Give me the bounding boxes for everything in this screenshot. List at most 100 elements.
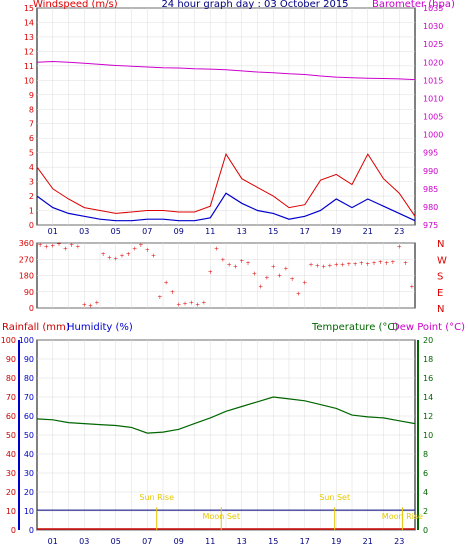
direction-point: + bbox=[296, 291, 301, 298]
humidity-tick: 10 bbox=[24, 507, 34, 516]
direction-point: + bbox=[239, 258, 244, 265]
windspeed-tick: 5 bbox=[29, 149, 34, 158]
windspeed-tick: 9 bbox=[29, 91, 34, 100]
x-tick-label: 09 bbox=[174, 227, 184, 236]
windspeed-tick: 2 bbox=[29, 192, 34, 201]
direction-point: + bbox=[170, 289, 175, 296]
direction-point: + bbox=[138, 242, 143, 249]
direction-point: + bbox=[264, 274, 269, 281]
barometer-tick: 1035 bbox=[423, 4, 443, 13]
direction-point: + bbox=[271, 263, 276, 270]
direction-point: + bbox=[88, 302, 93, 309]
x-tick-label: 21 bbox=[363, 537, 373, 546]
barometer-tick: 980 bbox=[423, 203, 438, 212]
x-tick-label: 03 bbox=[79, 227, 89, 236]
humidity-tick: 50 bbox=[24, 431, 34, 440]
windspeed-tick: 15 bbox=[24, 4, 34, 13]
rainfall-tick: 30 bbox=[6, 469, 16, 478]
direction-point: + bbox=[227, 262, 232, 269]
barometer-tick: 1025 bbox=[423, 40, 443, 49]
x-tick-label: 13 bbox=[237, 537, 247, 546]
windspeed-tick: 3 bbox=[29, 178, 34, 187]
event-label: Sun Rise bbox=[139, 493, 174, 502]
humidity-tick: 40 bbox=[24, 450, 34, 459]
direction-point: + bbox=[252, 271, 257, 278]
gust-line bbox=[36, 152, 416, 217]
direction-point: + bbox=[75, 244, 80, 251]
direction-tick: 270 bbox=[19, 255, 34, 264]
direction-point: + bbox=[277, 273, 282, 280]
x-tick-label: 05 bbox=[111, 537, 121, 546]
humidity-tick: 0 bbox=[29, 526, 34, 535]
rainfall-tick: 80 bbox=[6, 374, 16, 383]
compass-label: N bbox=[437, 239, 444, 250]
windspeed-tick: 12 bbox=[24, 47, 34, 56]
barometer-line bbox=[36, 60, 416, 81]
direction-point: + bbox=[283, 265, 288, 272]
windspeed-tick: 1 bbox=[29, 207, 34, 216]
event-label: Moon Set bbox=[203, 512, 240, 521]
x-tick-label: 11 bbox=[205, 227, 215, 236]
direction-point: + bbox=[69, 242, 74, 249]
direction-tick: 90 bbox=[24, 288, 34, 297]
x-tick-label: 23 bbox=[394, 227, 404, 236]
direction-point: + bbox=[290, 276, 295, 283]
humidity-tick: 80 bbox=[24, 374, 34, 383]
direction-point: + bbox=[403, 260, 408, 267]
direction-point: + bbox=[315, 263, 320, 270]
direction-point: + bbox=[63, 245, 68, 252]
direction-point: + bbox=[346, 261, 351, 268]
x-tick-label: 09 bbox=[174, 537, 184, 546]
direction-point: + bbox=[258, 283, 263, 290]
barometer-tick: 1000 bbox=[423, 131, 443, 140]
x-tick-label: 07 bbox=[142, 537, 152, 546]
windspeed-tick: 8 bbox=[29, 105, 34, 114]
windspeed-tick: 4 bbox=[29, 163, 34, 172]
x-tick-label: 15 bbox=[268, 227, 278, 236]
x-tick-label: 01 bbox=[48, 537, 58, 546]
temperature-tick: 4 bbox=[423, 488, 428, 497]
direction-point: + bbox=[359, 260, 364, 267]
direction-point: + bbox=[157, 294, 162, 301]
direction-point: + bbox=[246, 260, 251, 267]
rainfall-tick: 40 bbox=[6, 450, 16, 459]
temperature-tick: 6 bbox=[423, 469, 428, 478]
direction-point: + bbox=[353, 261, 358, 268]
direction-point: + bbox=[94, 300, 99, 307]
temperature-label: Temperature (°C) bbox=[311, 322, 398, 333]
windspeed-tick: 14 bbox=[24, 18, 34, 27]
windspeed-tick: 7 bbox=[29, 120, 34, 129]
rainfall-tick: 20 bbox=[6, 488, 16, 497]
barometer-tick: 1010 bbox=[423, 94, 443, 103]
direction-point: + bbox=[132, 245, 137, 252]
direction-point: + bbox=[327, 263, 332, 270]
event-label: Sun Set bbox=[319, 493, 350, 502]
x-tick-label: 19 bbox=[331, 537, 341, 546]
barometer-tick: 990 bbox=[423, 167, 438, 176]
direction-point: + bbox=[233, 263, 238, 270]
dewpoint-label: Dew Point (°C) bbox=[392, 322, 465, 333]
temperature-tick: 2 bbox=[423, 507, 428, 516]
direction-point: + bbox=[201, 300, 206, 307]
direction-point: + bbox=[151, 253, 156, 260]
temperature-tick: 18 bbox=[423, 355, 433, 364]
x-tick-label: 23 bbox=[394, 537, 404, 546]
windspeed-tick: 11 bbox=[24, 62, 34, 71]
barometer-tick: 995 bbox=[423, 149, 438, 158]
direction-point: + bbox=[214, 245, 219, 252]
rainfall-tick: 0 bbox=[11, 526, 16, 535]
direction-point: + bbox=[183, 300, 188, 307]
direction-point: + bbox=[82, 301, 87, 308]
direction-point: + bbox=[176, 301, 181, 308]
direction-point: + bbox=[145, 247, 150, 254]
direction-point: + bbox=[57, 241, 62, 248]
windspeed-tick: 6 bbox=[29, 134, 34, 143]
windspeed-line bbox=[36, 192, 416, 222]
temperature-tick: 12 bbox=[423, 412, 433, 421]
direction-tick: 360 bbox=[19, 239, 34, 248]
direction-point: + bbox=[384, 260, 389, 267]
windspeed-tick: 13 bbox=[24, 33, 34, 42]
compass-label: N bbox=[437, 304, 444, 315]
direction-tick: 0 bbox=[29, 304, 34, 313]
